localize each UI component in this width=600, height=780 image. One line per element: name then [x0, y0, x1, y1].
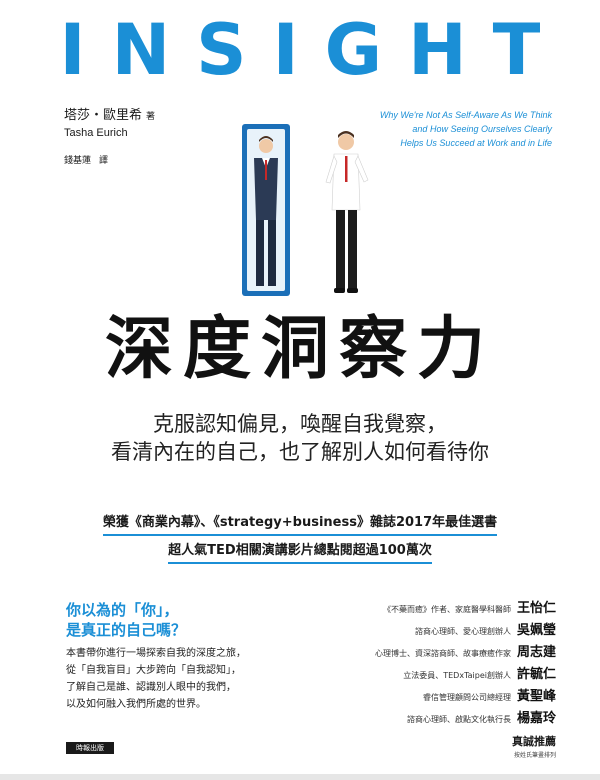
- endorser-row: 諮商心理師、啟點文化執行長 楊嘉玲: [266, 707, 556, 729]
- intro-line: 以及如何融入我們所處的世界。: [66, 699, 206, 710]
- endorser-row: 《不藥而癒》作者、家庭醫學科醫師 王怡仁: [266, 597, 556, 619]
- english-subtitle-line: Helps Us Succeed at Work and in Life: [400, 138, 552, 148]
- intro-line: 從「自我盲目」大步跨向「自我認知」，: [66, 665, 241, 676]
- endorser-row: 睿信管理顧問公司總經理 黃聖峰: [266, 685, 556, 707]
- tagline-line: 克服認知偏見，喚醒自我覺察，: [153, 412, 447, 436]
- endorser-list: 《不藥而癒》作者、家庭醫學科醫師 王怡仁 諮商心理師、愛心理創辦人 吳姵瑩 心理…: [266, 597, 556, 729]
- standing-man-figure: [325, 131, 369, 293]
- english-subtitle: Why We're Not As Self-Aware As We Think …: [312, 108, 552, 150]
- endorser-row: 立法委員、TEDxTaipei創辦人 許毓仁: [266, 663, 556, 685]
- translator-name: 錢基蓮: [64, 156, 92, 166]
- question-line: 你以為的「你」，: [66, 601, 179, 619]
- author-role: 著: [146, 112, 156, 122]
- tagline-line: 看清內在的自己，也了解別人如何看待你: [111, 440, 489, 464]
- translator-role: 譯: [99, 156, 109, 166]
- endorser-title: 立法委員、TEDxTaipei創辦人: [403, 671, 511, 680]
- endorser-name: 王怡仁: [516, 601, 556, 616]
- recommendation-label: 真誠推薦 按姓氏筆畫排列: [512, 733, 556, 759]
- intro-line: 了解自己是誰、認識別人眼中的我們，: [66, 682, 236, 693]
- question-line: 是真正的自己嗎？: [66, 621, 187, 639]
- mirror-illustration: [242, 124, 369, 296]
- endorser-name: 黃聖峰: [516, 689, 556, 704]
- intro-text: 本書帶你進行一場探索自我的深度之旅， 從「自我盲目」大步跨向「自我認知」， 了解…: [66, 645, 246, 713]
- endorser-title: 睿信管理顧問公司總經理: [422, 693, 511, 702]
- endorser-name: 吳姵瑩: [516, 623, 556, 638]
- endorser-row: 諮商心理師、愛心理創辦人 吳姵瑩: [266, 619, 556, 641]
- endorser-name: 楊嘉玲: [516, 711, 556, 726]
- tagline: 克服認知偏見，喚醒自我覺察， 看清內在的自己，也了解別人如何看待你: [0, 410, 600, 466]
- translator: 錢基蓮譯: [64, 153, 155, 166]
- author-block: 塔莎・歐里希著 Tasha Eurich 錢基蓮譯: [64, 108, 155, 166]
- author-name-zh: 塔莎・歐里希: [64, 108, 143, 123]
- reflection-figure: [254, 136, 278, 286]
- publisher-logo: 時報出版: [66, 742, 114, 754]
- english-subtitle-line: Why We're Not As Self-Aware As We Think: [379, 110, 552, 120]
- author-english-name: Tasha Eurich: [64, 127, 128, 139]
- english-subtitle-line: and How Seeing Ourselves Clearly: [412, 124, 552, 134]
- award-line: 榮獲《商業內幕》、《strategy+business》雜誌2017年最佳選書: [102, 514, 498, 536]
- intro-line: 本書帶你進行一場探索自我的深度之旅，: [66, 648, 246, 659]
- endorser-title: 諮商心理師、啟點文化執行長: [406, 715, 511, 724]
- endorser-name: 周志建: [516, 645, 556, 660]
- endorser-title: 《不藥而癒》作者、家庭醫學科醫師: [382, 605, 511, 614]
- endorser-title: 心理博士、資深諮商師、故事療癒作家: [374, 649, 511, 658]
- bottom-band: [0, 774, 600, 780]
- author-chinese-name: 塔莎・歐里希著: [64, 108, 155, 125]
- recommend-note: 按姓氏筆畫排列: [513, 752, 556, 759]
- award-line: 超人氣TED相關演講影片總點閱超過100萬次: [168, 542, 432, 564]
- question-heading: 你以為的「你」， 是真正的自己嗎？: [66, 600, 186, 640]
- chinese-title: 深度洞察力: [104, 310, 495, 389]
- endorser-row: 心理博士、資深諮商師、故事療癒作家 周志建: [266, 641, 556, 663]
- award-block: 榮獲《商業內幕》、《strategy+business》雜誌2017年最佳選書 …: [0, 514, 600, 564]
- endorser-title: 諮商心理師、愛心理創辦人: [414, 627, 511, 636]
- recommend-title: 真誠推薦: [512, 735, 556, 748]
- english-title: INSIGHT: [59, 9, 567, 91]
- endorser-name: 許毓仁: [516, 667, 556, 682]
